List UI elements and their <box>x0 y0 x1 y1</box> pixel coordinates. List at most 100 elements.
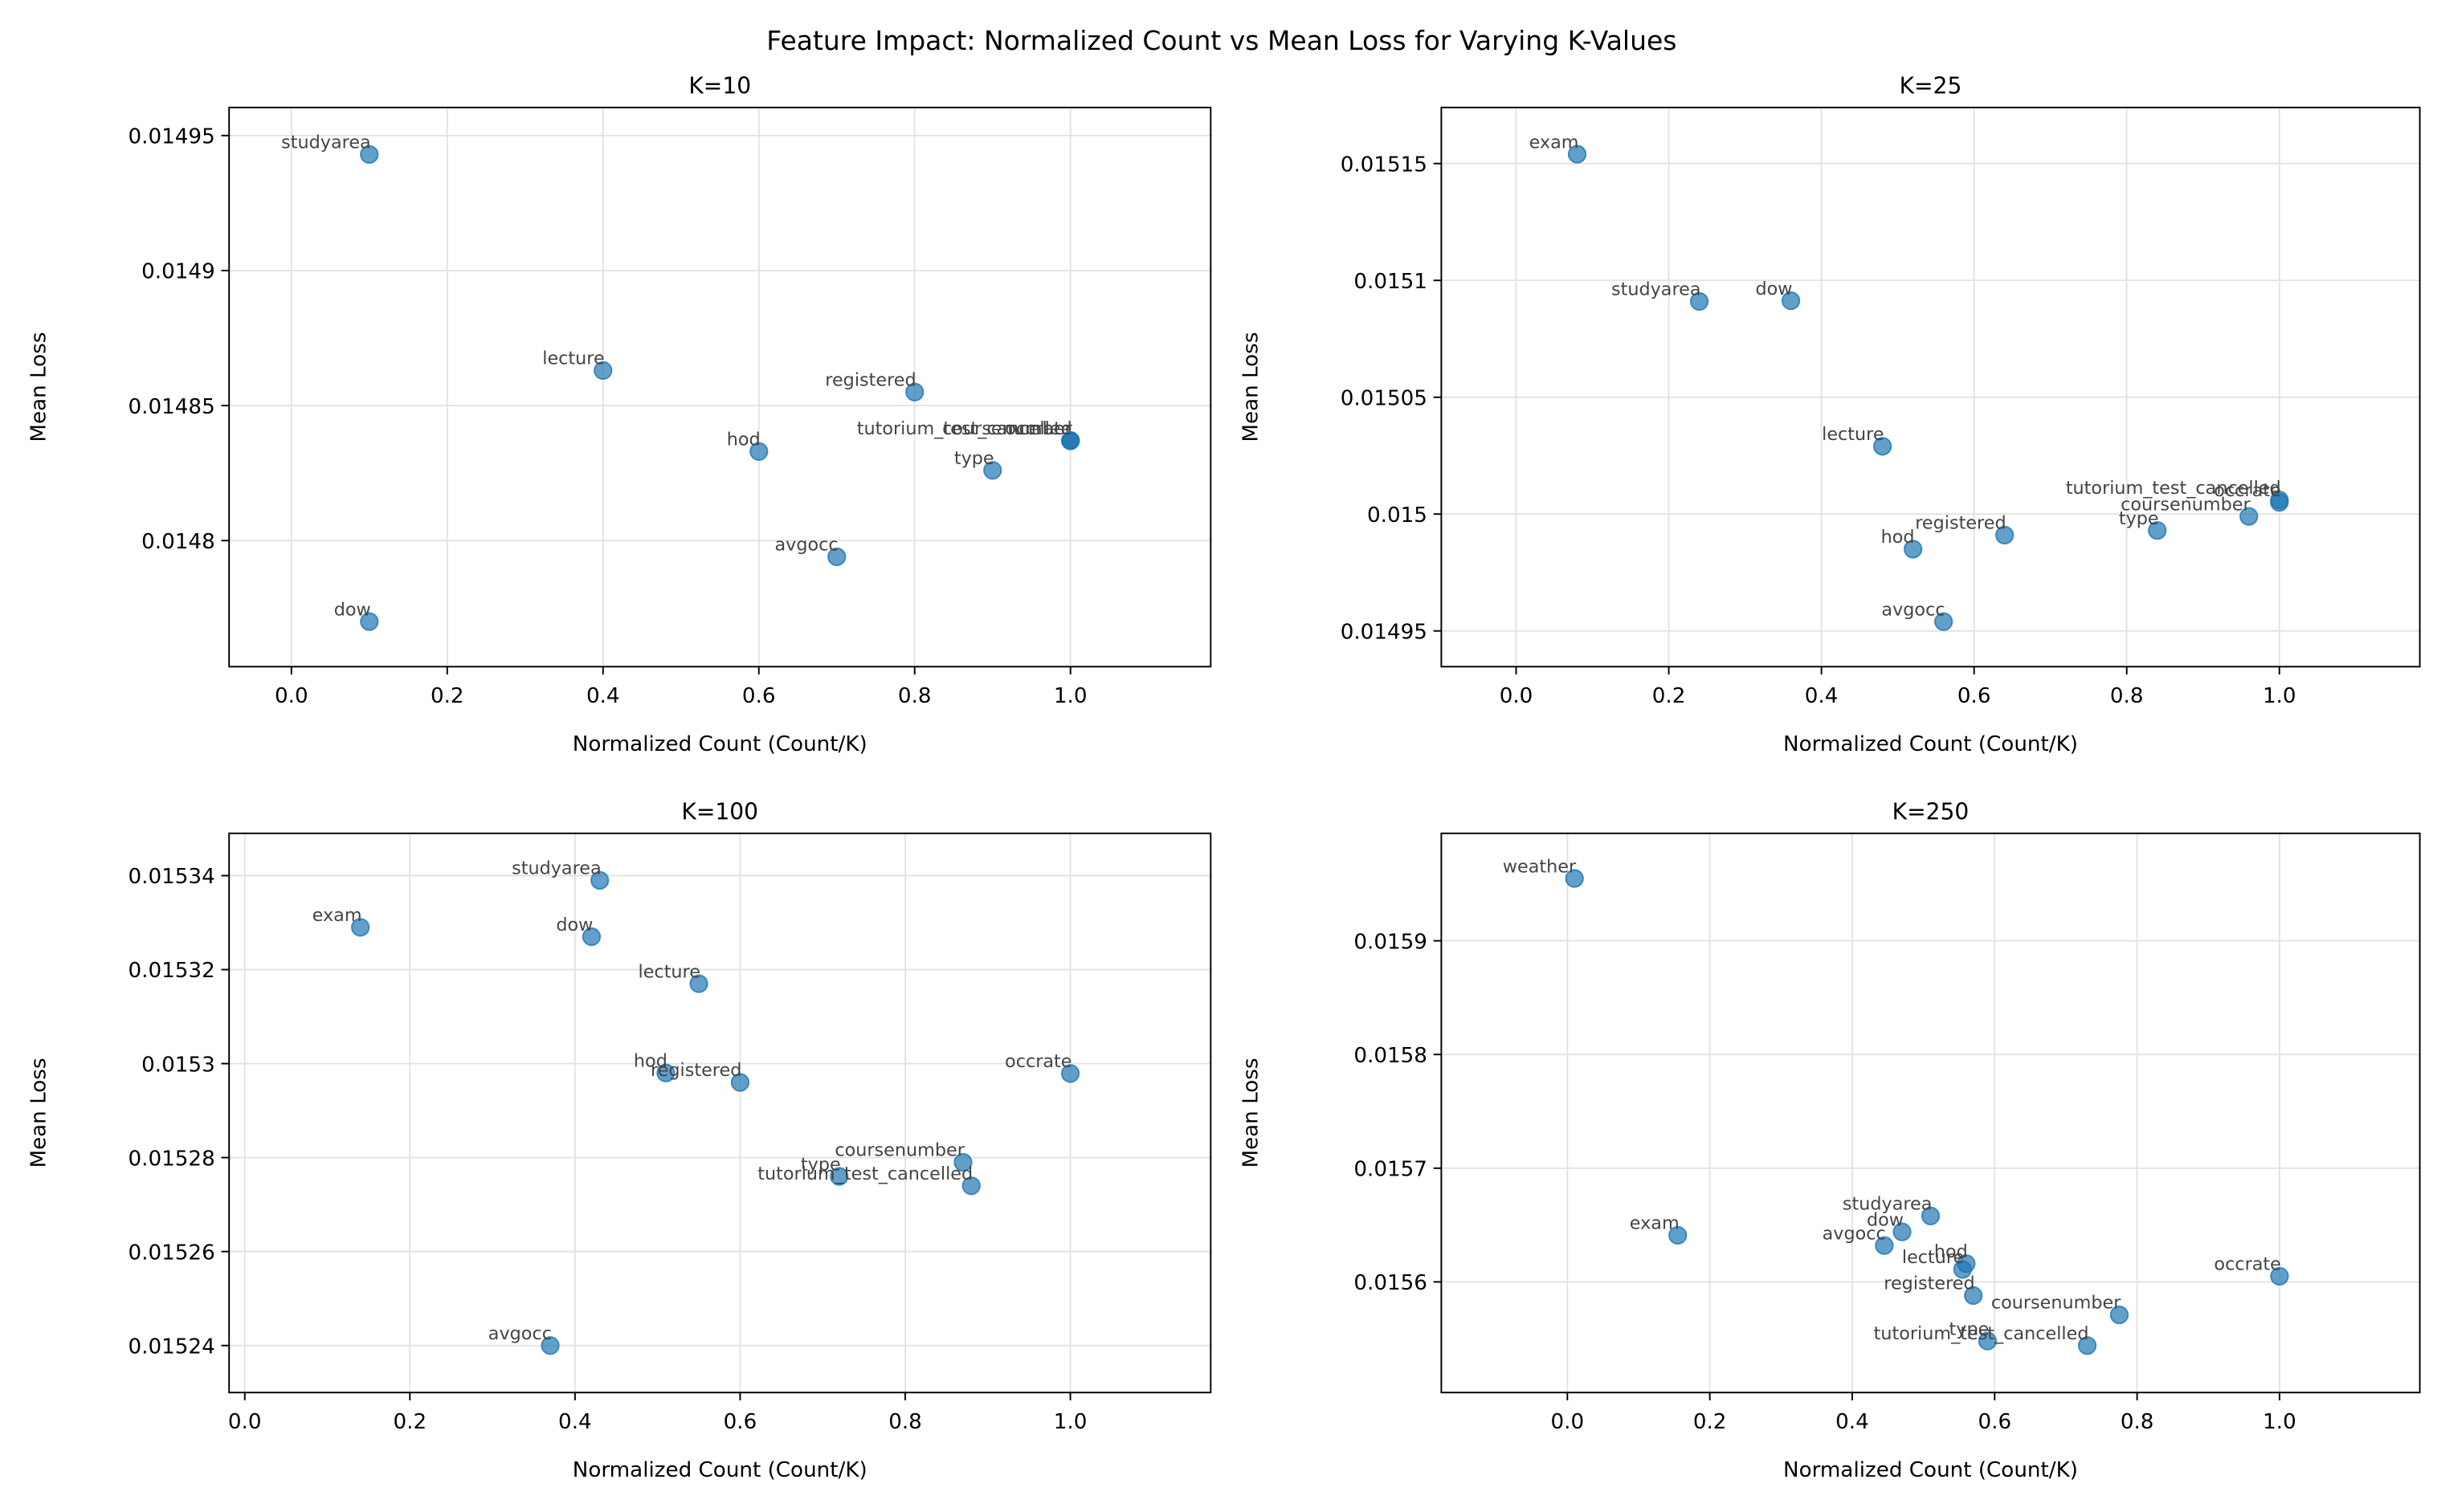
x-tick-label: 0.2 <box>431 684 464 708</box>
x-tick-label: 1.0 <box>2263 1410 2296 1434</box>
point <box>1978 1331 1998 1351</box>
y-axis-label: Mean Loss <box>27 332 51 442</box>
point-label: avgocc <box>1881 599 1945 620</box>
point <box>1567 145 1587 164</box>
point-label: occrate <box>1005 418 1072 439</box>
x-tick-label: 0.8 <box>2110 684 2144 708</box>
point <box>689 974 708 993</box>
x-tick-label: 0.2 <box>1652 684 1686 708</box>
point-label: avgocc <box>488 1323 552 1344</box>
point <box>1892 1222 1912 1241</box>
y-tick-label: 0.01495 <box>1341 620 1427 644</box>
point <box>2270 1266 2289 1286</box>
point <box>1689 291 1709 312</box>
point <box>360 612 379 631</box>
point-label: coursenumber <box>2121 494 2251 515</box>
y-tick-label: 0.0149 <box>141 260 215 284</box>
x-tick-label: 0.4 <box>1805 684 1839 708</box>
point <box>827 547 847 567</box>
point <box>1964 1286 1983 1306</box>
x-tick-label: 0.2 <box>1693 1410 1727 1434</box>
x-tick-label: 0.0 <box>275 684 308 708</box>
point-label: occrate <box>2214 1254 2280 1275</box>
y-tick-label: 0.01528 <box>129 1147 215 1171</box>
axes-frame <box>1440 106 2421 668</box>
x-axis-label: Normalized Count (Count/K) <box>1783 1458 2078 1482</box>
x-tick-label: 0.8 <box>888 1410 922 1434</box>
x-tick-label: 0.4 <box>558 1410 592 1434</box>
point <box>594 361 613 381</box>
point <box>360 145 379 164</box>
point <box>1565 869 1584 888</box>
x-tick-label: 0.8 <box>2121 1410 2154 1434</box>
point-label: studyarea <box>1843 1194 1933 1215</box>
point <box>983 461 1002 480</box>
axes-frame <box>1440 832 2421 1394</box>
y-axis-label: Mean Loss <box>1239 332 1263 442</box>
point-label: occrate <box>1005 1051 1072 1072</box>
point-label: dow <box>334 599 371 620</box>
point-label: lecture <box>639 961 700 982</box>
point-label: tutorium_test_cancelled <box>2066 478 2281 499</box>
point <box>730 1073 750 1092</box>
y-tick-label: 0.01505 <box>1341 386 1427 410</box>
x-tick-label: 0.8 <box>898 684 932 708</box>
x-tick-label: 0.6 <box>742 684 776 708</box>
y-tick-label: 0.0151 <box>1353 270 1427 294</box>
y-tick-label: 0.0156 <box>1353 1271 1427 1295</box>
point <box>2270 493 2289 512</box>
point <box>2239 507 2259 526</box>
y-tick-label: 0.0158 <box>1353 1044 1427 1068</box>
point <box>905 382 925 401</box>
x-tick-label: 0.6 <box>1978 1410 2011 1434</box>
point <box>350 918 370 937</box>
y-tick-label: 0.0159 <box>1353 930 1427 954</box>
x-tick-label: 0.2 <box>393 1410 427 1434</box>
figure-title: Feature Impact: Normalized Count vs Mean… <box>766 25 1676 56</box>
x-tick-label: 0.0 <box>1551 1410 1585 1434</box>
y-tick-label: 0.01485 <box>129 395 215 419</box>
point-label: avgocc <box>1823 1223 1886 1244</box>
point-label: type <box>2119 508 2159 529</box>
point <box>1921 1206 1941 1225</box>
x-tick-label: 0.0 <box>1500 684 1533 708</box>
point <box>590 870 610 890</box>
x-tick-label: 0.6 <box>724 1410 757 1434</box>
point-label: type <box>954 448 994 469</box>
point-label: hod <box>1934 1241 1968 1262</box>
point <box>1995 525 2015 545</box>
point-label: type <box>1949 1318 1990 1339</box>
point-label: registered <box>1884 1274 1974 1294</box>
y-tick-label: 0.015 <box>1367 503 1427 528</box>
y-axis-label: Mean Loss <box>27 1058 51 1168</box>
point-label: coursenumber <box>1991 1293 2121 1314</box>
point <box>1781 291 1801 311</box>
point <box>961 1176 981 1196</box>
point <box>2109 1305 2129 1325</box>
y-axis-label: Mean Loss <box>1239 1058 1263 1168</box>
point <box>582 927 602 947</box>
point <box>830 1167 849 1186</box>
x-tick-label: 0.6 <box>1957 684 1991 708</box>
point-label: weather <box>1503 856 1577 877</box>
point <box>541 1336 560 1355</box>
y-tick-label: 0.01495 <box>129 125 215 149</box>
point-label: exam <box>1529 132 1579 153</box>
point <box>1953 1260 1973 1279</box>
point <box>2077 1336 2097 1355</box>
subplot-title: K=10 <box>688 72 751 99</box>
point-label: coursenumber <box>835 1140 965 1161</box>
point-label: lecture <box>1902 1247 1964 1268</box>
x-axis-label: Normalized Count (Count/K) <box>573 1458 867 1482</box>
point-label: hod <box>1881 527 1915 548</box>
x-tick-label: 0.4 <box>1835 1410 1869 1434</box>
point-label: type <box>801 1154 841 1175</box>
point-label: coursenumber <box>942 418 1072 439</box>
subplot-title: K=25 <box>1900 72 1962 99</box>
point <box>1668 1225 1688 1245</box>
axes-frame <box>228 832 1212 1394</box>
x-axis-label: Normalized Count (Count/K) <box>1783 732 2078 756</box>
y-tick-label: 0.0157 <box>1353 1158 1427 1182</box>
y-tick-label: 0.0153 <box>141 1053 215 1077</box>
x-tick-label: 0.4 <box>586 684 620 708</box>
